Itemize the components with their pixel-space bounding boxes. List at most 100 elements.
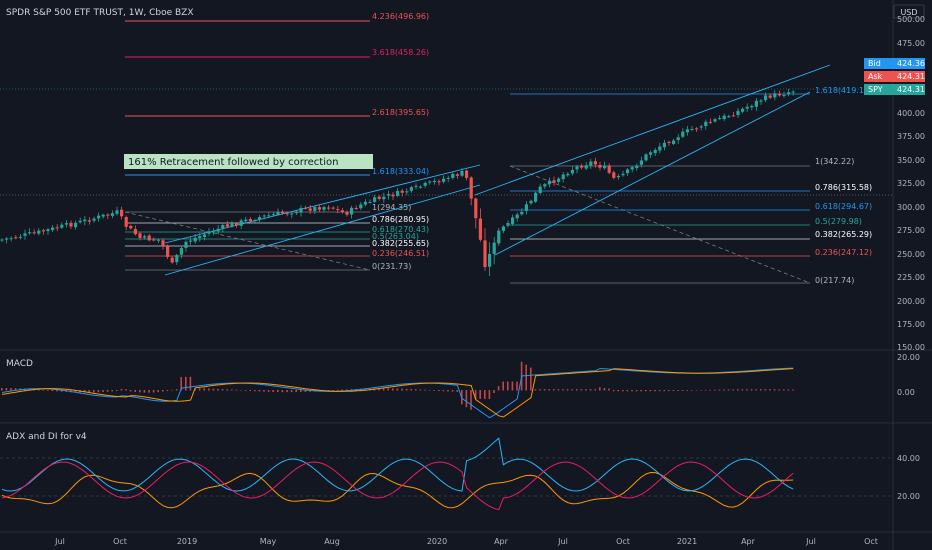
candle-body xyxy=(409,187,413,191)
macd-bar xyxy=(382,388,385,391)
candle-body xyxy=(198,236,202,239)
annotation-box[interactable] xyxy=(124,154,373,169)
macd-bar xyxy=(769,389,771,391)
fib-extension-upper[interactable] xyxy=(125,20,370,176)
macd-bar xyxy=(221,389,224,391)
trend-channel-right[interactable] xyxy=(474,64,831,256)
macd-bar xyxy=(548,389,550,391)
candle-body xyxy=(248,219,252,221)
di-plus-line[interactable] xyxy=(1,437,794,492)
time-axis-label: 2020 xyxy=(427,537,447,546)
macd-signal-line[interactable] xyxy=(1,368,794,418)
macd-bar xyxy=(718,389,721,391)
macd-bar xyxy=(346,389,348,391)
macd-title[interactable]: MACD xyxy=(6,359,33,369)
candle-body xyxy=(768,95,772,98)
macd-bar xyxy=(553,389,555,391)
macd-line[interactable] xyxy=(1,367,794,419)
candle-body xyxy=(271,214,275,216)
macd-bar xyxy=(401,388,403,391)
candle-body xyxy=(78,220,82,223)
candle-body xyxy=(745,106,749,109)
di-minus-line[interactable] xyxy=(1,461,794,511)
fib-level-label: 0.618(294.67) xyxy=(815,202,872,211)
candle-body xyxy=(110,213,114,216)
candle-body xyxy=(460,170,464,176)
macd-bar xyxy=(608,388,610,391)
fib-trend-line-right[interactable] xyxy=(509,165,811,284)
macd-bar xyxy=(267,390,270,392)
candle-body xyxy=(359,204,363,209)
candle-body xyxy=(446,177,450,179)
macd-bar xyxy=(56,390,58,392)
candle-body xyxy=(718,118,722,120)
symbol-title[interactable]: SPDR S&P 500 ETF TRUST, 1W, Cboe BZX xyxy=(6,8,194,18)
svg-text:424.36: 424.36 xyxy=(897,59,925,68)
macd-bar xyxy=(723,389,725,391)
macd-bar xyxy=(281,390,284,393)
candle-body xyxy=(432,180,436,183)
macd-bar xyxy=(226,389,228,391)
candle-body xyxy=(580,165,584,168)
fib-level-label: 0.5(279.98) xyxy=(815,217,862,226)
macd-bar xyxy=(300,390,302,393)
macd-bar xyxy=(286,390,288,393)
macd-bar xyxy=(792,389,794,391)
candle-body xyxy=(115,210,119,214)
candle-body xyxy=(630,167,634,170)
macd-bar xyxy=(5,388,8,391)
macd-bar xyxy=(755,389,757,391)
candle-body xyxy=(386,194,390,196)
candle-body xyxy=(736,110,740,116)
candle-body xyxy=(129,225,133,229)
macd-bar xyxy=(654,390,656,392)
candle-body xyxy=(294,212,298,214)
macd-bar xyxy=(396,388,399,391)
candle-body xyxy=(322,207,326,210)
candle-body xyxy=(575,166,579,170)
candle-body xyxy=(598,164,602,168)
macd-bar xyxy=(198,388,201,391)
svg-text:424.31: 424.31 xyxy=(897,72,925,81)
candle-body xyxy=(69,222,73,227)
candle-body xyxy=(538,186,542,193)
candle-body xyxy=(759,100,763,102)
macd-bar xyxy=(594,389,596,391)
candle-body xyxy=(212,231,216,233)
time-axis-label: 2019 xyxy=(177,537,197,546)
candle-body xyxy=(593,161,597,165)
macd-bar xyxy=(341,389,343,391)
price-axis-label: 200.00 xyxy=(897,297,925,306)
candle-body xyxy=(327,207,331,209)
candle-body xyxy=(423,182,427,186)
candlestick-series[interactable] xyxy=(0,88,795,277)
fib-retracement-right[interactable] xyxy=(510,93,810,284)
candle-body xyxy=(363,201,367,205)
candle-body xyxy=(368,201,372,203)
macd-bar xyxy=(419,389,422,391)
candle-body xyxy=(60,224,64,228)
macd-bar xyxy=(672,390,675,391)
macd-bar xyxy=(543,389,546,391)
time-axis[interactable]: Jul Oct 2019 May Aug 2020 Apr Jul Oct 2021 Apr Jul O… xyxy=(54,537,878,546)
candle-body xyxy=(708,121,712,123)
candle-body xyxy=(649,152,653,155)
candle-body xyxy=(465,170,469,178)
time-axis-label: Jul xyxy=(805,537,816,546)
candle-body xyxy=(239,220,243,226)
candle-body xyxy=(566,173,570,176)
currency-badge[interactable] xyxy=(893,4,925,19)
candle-body xyxy=(515,214,519,219)
candle-body xyxy=(345,212,349,215)
candle-body xyxy=(501,226,505,231)
candle-body xyxy=(51,227,55,231)
macd-bar xyxy=(143,390,146,393)
macd-bar xyxy=(162,390,164,392)
candle-body xyxy=(782,94,786,96)
macd-bar xyxy=(709,389,711,391)
candle-body xyxy=(391,194,395,197)
macd-bar xyxy=(10,388,12,391)
candle-body xyxy=(207,232,211,234)
adx-title[interactable]: ADX and DI for v4 xyxy=(6,432,87,442)
